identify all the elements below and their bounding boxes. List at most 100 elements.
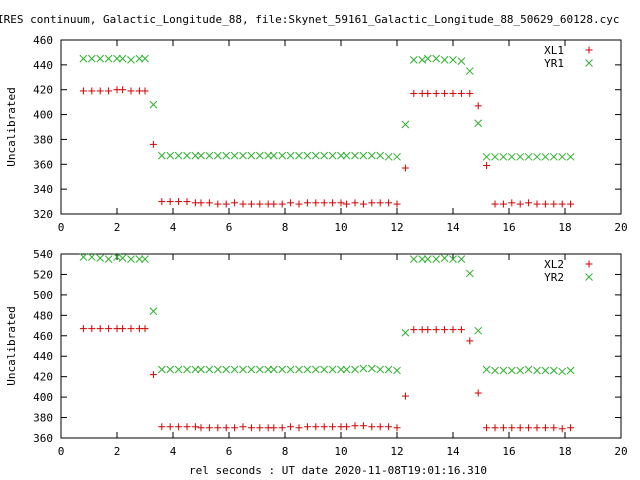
- data-point: [135, 54, 144, 63]
- data-point: [269, 365, 278, 374]
- data-point: [423, 54, 432, 63]
- legend-marker: [585, 273, 593, 281]
- data-point: [157, 365, 166, 374]
- data-point: [264, 151, 273, 160]
- data-point: [465, 269, 474, 278]
- x-tick-label: 8: [282, 445, 289, 458]
- data-point: [483, 162, 491, 170]
- data-point: [87, 253, 96, 261]
- data-point: [474, 102, 482, 110]
- data-point: [213, 151, 222, 160]
- data-point: [197, 151, 205, 160]
- y-tick-label: 440: [33, 59, 53, 72]
- data-point: [367, 364, 376, 373]
- data-point: [270, 424, 278, 432]
- data-point: [401, 328, 410, 337]
- data-point: [359, 364, 368, 373]
- data-point: [278, 151, 287, 160]
- data-point: [239, 151, 247, 160]
- data-point: [440, 56, 449, 64]
- legend-label: YR2: [544, 271, 564, 284]
- data-point: [118, 254, 127, 262]
- data-point: [566, 366, 575, 375]
- data-point: [320, 199, 328, 207]
- x-tick-label: 2: [114, 445, 121, 458]
- data-point: [197, 424, 205, 432]
- data-point: [368, 423, 376, 431]
- data-point: [418, 255, 427, 263]
- data-point: [87, 54, 96, 63]
- data-point: [247, 151, 256, 160]
- data-point: [567, 424, 575, 432]
- data-point: [141, 325, 149, 333]
- x-tick-label: 18: [558, 445, 571, 458]
- data-point: [286, 365, 295, 374]
- data-point: [88, 325, 96, 333]
- data-point: [197, 365, 205, 374]
- data-point: [393, 200, 401, 208]
- data-point: [256, 424, 264, 432]
- data-point: [384, 365, 393, 374]
- x-tick-label: 20: [614, 221, 627, 234]
- data-point: [549, 366, 558, 375]
- data-point: [183, 365, 191, 374]
- data-point: [174, 151, 183, 160]
- y-axis-label: Uncalibrated: [5, 87, 18, 166]
- data-point: [79, 325, 87, 333]
- data-point: [541, 200, 549, 208]
- data-point: [174, 365, 183, 374]
- data-point: [295, 151, 303, 160]
- data-point: [401, 392, 409, 400]
- y-tick-label: 320: [33, 208, 53, 221]
- data-point: [205, 424, 213, 432]
- data-point: [278, 424, 286, 432]
- data-point: [127, 87, 135, 95]
- y-tick-label: 400: [33, 109, 53, 122]
- data-point: [79, 87, 87, 95]
- data-point: [424, 89, 432, 97]
- data-point: [474, 389, 482, 397]
- data-point: [295, 424, 303, 432]
- data-point: [499, 424, 507, 432]
- data-point: [441, 326, 449, 334]
- data-point: [525, 199, 533, 207]
- y-tick-label: 480: [33, 309, 53, 322]
- data-point: [247, 424, 255, 432]
- data-point: [337, 199, 345, 207]
- data-point: [499, 152, 508, 161]
- y-tick-label: 520: [33, 268, 53, 281]
- data-point: [457, 255, 466, 263]
- data-point: [367, 151, 376, 160]
- data-point: [312, 199, 320, 207]
- x-tick-label: 4: [170, 221, 177, 234]
- data-point: [533, 366, 541, 375]
- data-point: [516, 152, 525, 161]
- data-point: [105, 325, 113, 333]
- data-point: [231, 199, 239, 207]
- chart-panel-1: 0 2 4 6 8 10 12 14 16 18 20 320 340 360 380 400 420 440 46…: [5, 34, 628, 234]
- plot-frame: [60, 253, 622, 439]
- data-point: [558, 152, 567, 161]
- data-point: [525, 424, 533, 432]
- chart-title: IRES continuum, Galactic_Longitude_88, f…: [0, 13, 620, 26]
- data-point: [205, 151, 214, 160]
- data-point: [214, 424, 222, 432]
- data-point: [376, 423, 384, 431]
- data-point: [141, 255, 149, 263]
- data-point: [166, 198, 174, 206]
- data-point: [449, 56, 457, 64]
- series-XL2: [79, 325, 575, 433]
- legend-marker: [585, 59, 593, 67]
- y-tick-label: 500: [33, 289, 53, 302]
- data-point: [550, 200, 558, 208]
- data-point: [541, 152, 550, 161]
- chart-panel-2: 0 2 4 6 8 10 12 14 16 18 20 360 380 400 420 440 460 480 50…: [5, 248, 628, 458]
- data-point: [541, 366, 550, 375]
- data-point: [157, 151, 166, 160]
- x-tick-label: 14: [446, 221, 460, 234]
- data-point: [119, 86, 127, 94]
- data-point: [466, 337, 474, 345]
- data-point: [255, 365, 264, 374]
- x-tick-label: 14: [446, 445, 460, 458]
- data-point: [558, 367, 567, 376]
